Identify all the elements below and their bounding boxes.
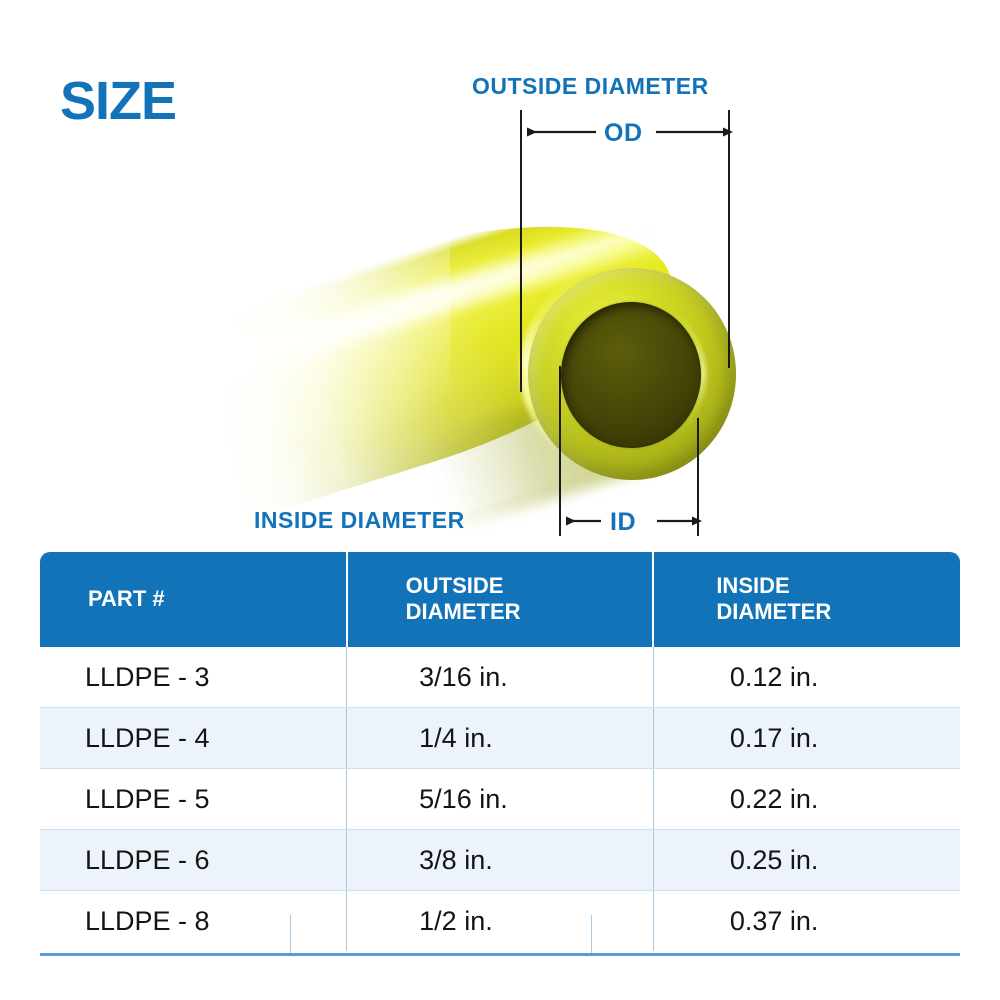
table-header-row: PART # OUTSIDE DIAMETER INSIDE DIAMETER: [40, 552, 960, 647]
table-row: LLDPE - 5 5/16 in. 0.22 in.: [40, 768, 960, 830]
column-header-od-line2: DIAMETER: [405, 599, 521, 624]
cell-part: LLDPE - 8: [40, 890, 348, 951]
cell-od: 3/8 in.: [346, 829, 654, 891]
cell-part: LLDPE - 3: [40, 647, 348, 708]
column-header-id-line1: INSIDE: [716, 573, 790, 599]
cell-id: 0.17 in.: [653, 707, 960, 769]
cell-id: 0.37 in.: [653, 890, 960, 951]
od-abbreviation-label: OD: [604, 119, 643, 147]
size-spec-table: PART # OUTSIDE DIAMETER INSIDE DIAMETER …: [40, 552, 960, 951]
column-header-od-line1: OUTSIDE: [405, 573, 504, 599]
table-row: LLDPE - 4 1/4 in. 0.17 in.: [40, 707, 960, 769]
cell-od: 1/4 in.: [346, 707, 654, 769]
cell-id: 0.22 in.: [653, 768, 960, 830]
inside-diameter-label: INSIDE DIAMETER: [254, 507, 465, 533]
column-header-outside-diameter: OUTSIDE DIAMETER: [346, 552, 655, 647]
cell-part: LLDPE - 6: [40, 829, 348, 891]
cell-id: 0.25 in.: [653, 829, 960, 891]
column-header-inside-diameter: INSIDE DIAMETER: [653, 552, 960, 647]
column-header-part: PART #: [40, 552, 348, 647]
cell-od: 1/2 in.: [346, 890, 654, 951]
table-divider-tail-2: [591, 915, 592, 953]
tube-inner-bore: [561, 302, 701, 448]
cell-part: LLDPE - 4: [40, 707, 348, 769]
table-divider-tail-1: [290, 915, 291, 953]
cell-od: 5/16 in.: [346, 768, 654, 830]
table-row: LLDPE - 3 3/16 in. 0.12 in.: [40, 647, 960, 708]
column-header-part-line1: PART #: [88, 586, 165, 612]
table-row: LLDPE - 6 3/8 in. 0.25 in.: [40, 829, 960, 891]
cell-od: 3/16 in.: [346, 647, 654, 708]
table-bottom-rule: [40, 953, 960, 956]
table-body: LLDPE - 3 3/16 in. 0.12 in. LLDPE - 4 1/…: [40, 647, 960, 951]
table-row: LLDPE - 8 1/2 in. 0.37 in.: [40, 890, 960, 951]
cell-part: LLDPE - 5: [40, 768, 348, 830]
id-abbreviation-label: ID: [610, 508, 636, 536]
cell-id: 0.12 in.: [653, 647, 960, 708]
column-header-id-line2: DIAMETER: [716, 599, 832, 624]
table-header: PART # OUTSIDE DIAMETER INSIDE DIAMETER: [40, 552, 960, 647]
page-title: SIZE: [60, 71, 177, 131]
outside-diameter-label: OUTSIDE DIAMETER: [472, 73, 709, 99]
